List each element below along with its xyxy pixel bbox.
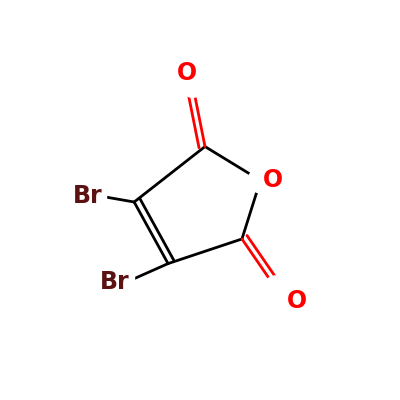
Bar bbox=[97, 270, 134, 294]
Text: O: O bbox=[263, 168, 283, 192]
Circle shape bbox=[180, 73, 205, 97]
Text: O: O bbox=[287, 288, 308, 312]
Bar bbox=[70, 184, 106, 208]
Circle shape bbox=[248, 168, 273, 193]
Text: Br: Br bbox=[72, 184, 102, 208]
Text: O: O bbox=[176, 61, 196, 85]
Text: Br: Br bbox=[100, 270, 130, 294]
Circle shape bbox=[264, 276, 288, 300]
